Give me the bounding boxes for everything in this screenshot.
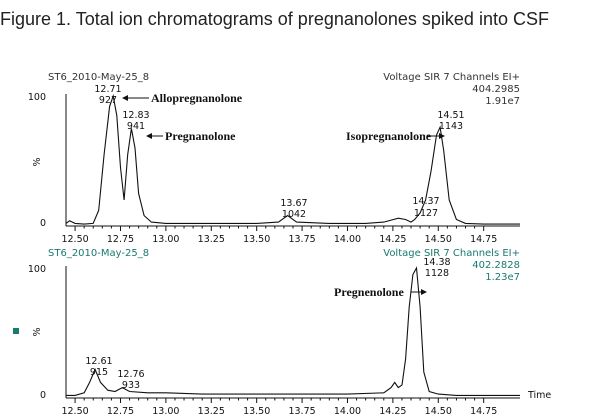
x-tick-label: 13.50 xyxy=(243,234,270,245)
chromatogram-trace-1 xyxy=(65,93,520,225)
arrow-head-isopregnanolone xyxy=(439,133,445,139)
x-tick-label: 14.50 xyxy=(425,234,452,245)
x-tick-label: 12.75 xyxy=(107,234,134,245)
intensity-2: 1.23e7 xyxy=(485,272,520,283)
mass-1: 404.2985 xyxy=(472,84,520,95)
intensity-1: 1.91e7 xyxy=(485,96,520,107)
peak-area-3: 1042 xyxy=(282,209,306,220)
peak-time-2: 12.83 xyxy=(122,110,149,121)
x-tick-label: 12.50 xyxy=(61,234,88,245)
y-axis-label-1: % xyxy=(32,157,43,166)
y-tick-0-1: 0 xyxy=(40,218,46,229)
sample-label-1: ST6_2010-May-25_8 xyxy=(48,72,149,83)
x-tick-label: 14.75 xyxy=(470,406,497,417)
peak-area-7: 933 xyxy=(122,380,140,391)
x-tick-label: 13.25 xyxy=(198,406,225,417)
x-tick-label: 13.75 xyxy=(288,406,315,417)
x-axis-label-time: Time xyxy=(527,390,551,401)
x-tick-label: 13.50 xyxy=(243,406,270,417)
peak-area-6: 915 xyxy=(90,367,108,378)
chromatogram-trace-2 xyxy=(66,266,520,396)
peak-time-7: 12.76 xyxy=(117,369,144,380)
arrow-head-allopregnanolone xyxy=(122,95,128,101)
peak-time-1: 12.71 xyxy=(94,84,121,95)
x-tick-label: 13.25 xyxy=(198,234,225,245)
arrow-head-pregnanolone xyxy=(146,133,152,139)
peak-time-5: 14.51 xyxy=(437,110,464,121)
arrow-head-pregnenolone xyxy=(421,289,427,295)
y-tick-0-2: 0 xyxy=(40,390,46,401)
peak-time-4: 14.37 xyxy=(412,196,439,207)
annotation-pregnenolone: Pregnenolone xyxy=(334,285,404,299)
annotation-isopregnanolone: Isopregnanolone xyxy=(346,129,432,143)
x-tick-label: 14.25 xyxy=(379,234,406,245)
y-tick-100-2: 100 xyxy=(28,264,46,275)
peak-area-2: 941 xyxy=(127,121,145,132)
peak-area-1: 927 xyxy=(99,95,117,106)
y-tick-100-1: 100 xyxy=(28,92,46,103)
x-tick-label: 14.75 xyxy=(470,234,497,245)
x-tick-label: 13.00 xyxy=(152,234,179,245)
annotation-pregnanolone: Pregnanolone xyxy=(165,129,236,143)
mass-2: 402.2828 xyxy=(472,260,520,271)
x-tick-label: 12.50 xyxy=(61,406,88,417)
x-tick-label: 13.00 xyxy=(152,406,179,417)
x-tick-label: 14.00 xyxy=(334,406,361,417)
x-tick-label: 12.75 xyxy=(107,406,134,417)
x-tick-label: 14.50 xyxy=(425,406,452,417)
peak-area-5: 1143 xyxy=(439,121,463,132)
channel-info-1: Voltage SIR 7 Channels EI+ xyxy=(383,72,520,83)
x-tick-label: 13.75 xyxy=(288,234,315,245)
peak-area-4: 1127 xyxy=(414,208,438,219)
peak-area-8: 1128 xyxy=(425,268,449,279)
series-marker-square xyxy=(13,328,19,334)
peak-time-8: 14.38 xyxy=(423,257,450,268)
chromatogram-panel-1: ST6_2010-May-25_8 Voltage SIR 7 Channels… xyxy=(28,72,520,245)
figure-title: Figure 1. Total ion chromatograms of pre… xyxy=(0,9,549,29)
annotation-allopregnanolone: Allopregnanolone xyxy=(151,91,243,105)
x-tick-label: 14.25 xyxy=(379,406,406,417)
channel-info-2: Voltage SIR 7 Channels EI+ xyxy=(383,248,520,259)
y-axis-label-2: % xyxy=(32,327,43,336)
chromatogram-panel-2: ST6_2010-May-25_8 Voltage SIR 7 Channels… xyxy=(13,248,551,417)
peak-time-3: 13.67 xyxy=(280,198,307,209)
peak-time-6: 12.61 xyxy=(85,356,112,367)
sample-label-2: ST6_2010-May-25_8 xyxy=(48,248,149,259)
x-tick-label: 14.00 xyxy=(334,234,361,245)
